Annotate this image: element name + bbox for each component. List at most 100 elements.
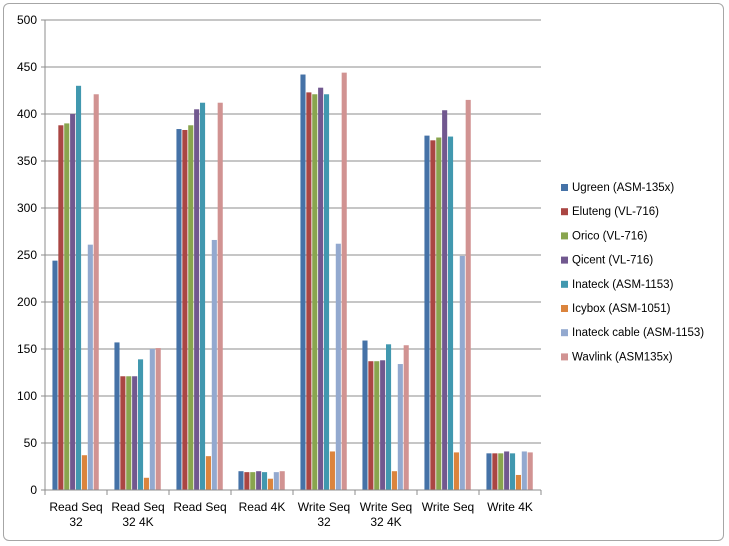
bar <box>256 471 262 490</box>
bar <box>182 129 188 491</box>
legend-label: Eluteng (VL-716) <box>572 206 659 218</box>
bar <box>510 453 516 490</box>
bar <box>498 453 504 490</box>
legend-label: Qicent (VL-716) <box>572 255 653 267</box>
legend-swatch <box>561 280 568 288</box>
bar <box>492 453 498 490</box>
bar <box>386 344 392 490</box>
bar <box>300 74 306 491</box>
y-tick-label: 300 <box>17 201 37 215</box>
bar <box>238 471 244 490</box>
bar <box>391 471 397 490</box>
bar <box>430 140 436 490</box>
bar <box>262 472 268 490</box>
y-tick-label: 500 <box>17 13 37 27</box>
bar <box>448 136 454 490</box>
y-tick-label: 0 <box>30 483 37 497</box>
x-tick-label: Read Seq <box>173 500 226 514</box>
bar <box>211 239 217 490</box>
y-tick-label: 350 <box>17 154 37 168</box>
bar <box>267 478 273 490</box>
bar <box>76 85 82 491</box>
legend-label: Orico (VL-716) <box>572 230 648 242</box>
bar <box>324 94 330 490</box>
bar <box>132 376 138 490</box>
bar <box>380 360 386 490</box>
y-tick-label: 450 <box>17 60 37 74</box>
bar <box>64 123 70 491</box>
bar <box>442 110 448 491</box>
legend-swatch <box>561 353 568 361</box>
bar <box>205 456 211 490</box>
x-tick-label: Write 4K <box>487 500 533 514</box>
x-tick-label: 32 <box>69 515 83 529</box>
legend: Ugreen (ASM-135x) Eluteng (VL-716) Orico (… <box>561 182 704 363</box>
x-tick-label: Read Seq <box>111 500 164 514</box>
bar <box>397 364 403 490</box>
y-tick-label: 250 <box>17 248 37 262</box>
legend-label: Ugreen (ASM-135x) <box>572 182 674 194</box>
bar <box>155 348 161 490</box>
bar <box>279 471 285 490</box>
legend-swatch <box>561 329 568 337</box>
legend-label: Icybox (ASM-1051) <box>572 303 671 315</box>
bar <box>120 376 126 490</box>
bar <box>87 244 93 490</box>
legend-swatch <box>561 232 568 240</box>
bar <box>527 452 533 490</box>
bar <box>93 94 99 490</box>
bar <box>217 102 223 490</box>
x-tick-label: Read 4K <box>239 500 286 514</box>
bar <box>504 451 510 490</box>
bar <box>341 72 347 490</box>
bar <box>176 129 182 491</box>
legend-swatch <box>561 256 568 264</box>
x-tick-label: Write Seq <box>422 500 474 514</box>
bars <box>52 72 533 491</box>
x-tick-label: Write Seq <box>360 500 412 514</box>
legend-swatch <box>561 305 568 312</box>
bar <box>329 451 335 490</box>
x-tick-label: Write Seq <box>298 500 350 514</box>
bar <box>188 125 194 490</box>
legend-label: Inateck (ASM-1153) <box>572 279 674 291</box>
bar <box>143 477 149 490</box>
y-tick-label: 100 <box>17 389 37 403</box>
bar <box>374 361 380 490</box>
bar <box>126 376 132 490</box>
bar <box>306 92 312 490</box>
bar <box>52 260 58 490</box>
x-tick-label: 32 <box>317 515 331 529</box>
x-tick-label: Read Seq <box>49 500 102 514</box>
legend-swatch <box>561 184 568 191</box>
bar <box>138 359 144 490</box>
bar <box>58 125 64 490</box>
legend-label: Wavlink (ASM135x) <box>572 351 673 363</box>
bar <box>312 94 318 490</box>
bar <box>424 135 430 490</box>
bar <box>200 102 206 490</box>
bar <box>81 455 87 490</box>
bar <box>453 452 459 490</box>
bar <box>515 474 521 490</box>
bar <box>465 99 471 491</box>
bar <box>273 472 279 490</box>
bar <box>436 137 442 490</box>
bar <box>486 453 492 490</box>
bar <box>194 109 200 491</box>
bar <box>114 342 120 490</box>
y-tick-label: 150 <box>17 342 37 356</box>
bar <box>459 255 465 490</box>
y-tick-label: 200 <box>17 295 37 309</box>
bar <box>250 472 256 490</box>
bar <box>368 361 374 490</box>
legend-label: Inateck cable (ASM-1153) <box>572 327 704 339</box>
bar <box>335 243 341 490</box>
bar <box>149 349 155 490</box>
bar <box>318 87 324 491</box>
x-tick-label: 32 4K <box>122 515 153 529</box>
x-tick-label: 32 4K <box>370 515 401 529</box>
y-tick-label: 400 <box>17 107 37 121</box>
